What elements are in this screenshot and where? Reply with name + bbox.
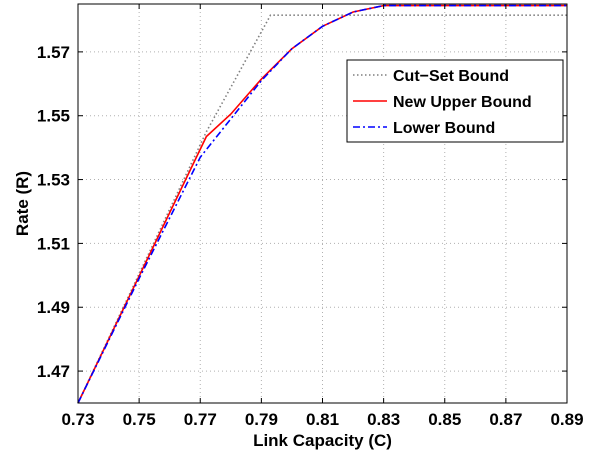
legend-label-2: Lower Bound [393,120,495,137]
x-tick-label: 0.73 [61,410,94,429]
y-tick-label: 1.51 [37,234,70,253]
x-tick-label: 0.85 [428,410,461,429]
series-line-0 [77,14,567,404]
x-axis-label: Link Capacity (C) [253,431,392,450]
series-line-2 [77,4,567,404]
x-tick-label: 0.89 [550,410,583,429]
grid-layer [77,4,568,403]
legend: Cut−Set Bound New Upper Bound Lower Bound [346,59,564,143]
legend-items: Cut−Set Bound New Upper Bound Lower Bound [353,68,532,137]
x-tick-labels: 0.73 0.75 0.77 0.79 0.81 0.83 0.85 0.87 0.89 [61,410,583,429]
x-tick-label: 0.79 [245,410,278,429]
y-tick-label: 1.49 [37,298,70,317]
legend-label-0: Cut−Set Bound [393,68,509,85]
x-tick-label: 0.81 [306,410,339,429]
x-tick-label: 0.83 [367,410,400,429]
y-axis-label: Rate (R) [13,171,32,236]
x-tick-label: 0.75 [123,410,156,429]
series-layer [77,4,567,404]
y-tick-label: 1.47 [37,362,70,381]
y-tick-label: 1.57 [37,43,70,62]
tick-layer [77,4,568,403]
x-tick-label: 0.77 [184,410,217,429]
y-tick-labels: 1.47 1.49 1.51 1.53 1.55 1.57 [37,43,70,381]
x-tick-label: 0.87 [489,410,522,429]
legend-label-1: New Upper Bound [393,94,532,111]
y-tick-label: 1.53 [37,171,70,190]
y-tick-label: 1.55 [37,107,70,126]
